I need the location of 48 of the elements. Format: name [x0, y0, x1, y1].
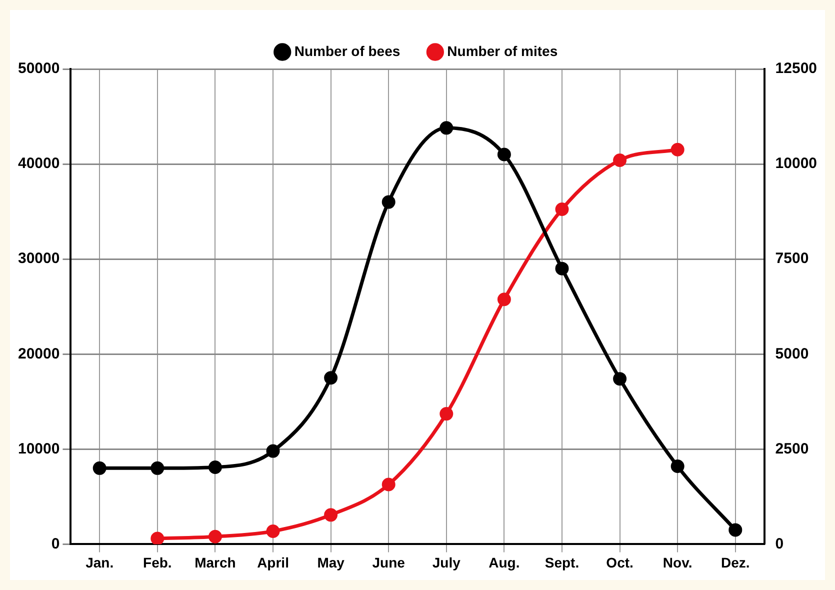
- point: [440, 407, 454, 421]
- x-tick-label: March: [194, 554, 236, 570]
- point: [670, 460, 684, 474]
- x-tick-label: June: [372, 554, 406, 570]
- point: [728, 523, 742, 537]
- point: [497, 292, 511, 306]
- y-tick-label: 40000: [18, 155, 60, 172]
- point: [92, 461, 106, 475]
- point: [497, 148, 511, 162]
- y2-tick-label: 10000: [775, 155, 818, 172]
- y2-tick-label: 5000: [775, 345, 809, 362]
- point: [208, 530, 222, 544]
- point: [150, 532, 164, 544]
- point: [613, 372, 627, 386]
- y-tick-label: 0: [51, 535, 60, 552]
- point: [555, 262, 569, 276]
- point: [208, 460, 222, 474]
- y-tick-label: 20000: [18, 345, 60, 362]
- point: [266, 524, 280, 538]
- x-tick-label: Oct.: [606, 554, 634, 570]
- y2-tick-label: 2500: [775, 440, 809, 458]
- legend-label: Number of mites: [447, 42, 558, 59]
- point: [266, 444, 280, 458]
- x-tick-label: Dez.: [720, 554, 750, 570]
- y2-tick-label: 7500: [775, 250, 809, 268]
- point: [670, 142, 684, 156]
- y2-tick-label: 0: [775, 535, 784, 552]
- x-tick-label: Nov.: [662, 554, 692, 570]
- x-tick-label: April: [257, 554, 289, 570]
- x-tick-label: Jan.: [86, 554, 114, 570]
- point: [150, 461, 164, 475]
- point: [324, 508, 338, 522]
- y-tick-label: 10000: [18, 440, 60, 458]
- y-tick-label: 30000: [18, 250, 60, 268]
- y2-tick-label: 12500: [775, 60, 818, 78]
- y-tick-label: 50000: [18, 60, 60, 78]
- point: [555, 202, 569, 216]
- point: [382, 478, 396, 492]
- x-tick-label: May: [317, 554, 345, 570]
- x-tick-label: Sept.: [544, 554, 580, 570]
- x-tick-label: Feb.: [143, 554, 172, 570]
- x-tick-label: Aug.: [488, 554, 520, 570]
- point: [440, 121, 454, 135]
- legend-label: Number of bees: [294, 42, 400, 59]
- x-tick-label: July: [432, 554, 461, 570]
- point: [382, 195, 396, 209]
- point: [324, 371, 338, 385]
- point: [613, 153, 627, 167]
